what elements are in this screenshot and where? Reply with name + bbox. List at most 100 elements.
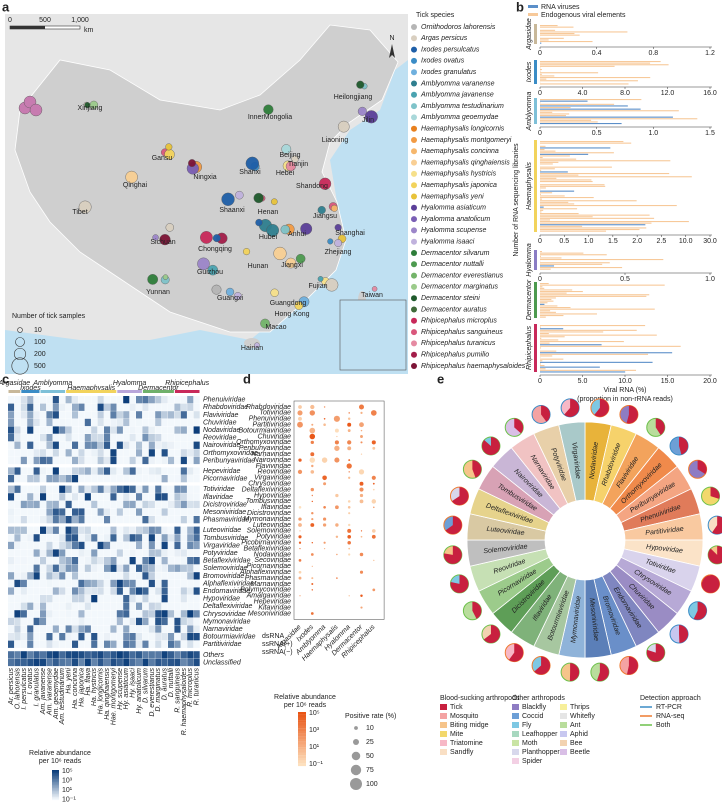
heat-cell — [148, 658, 155, 667]
legend-swatch — [411, 193, 417, 200]
heat-cell — [180, 658, 187, 667]
heat-cell — [155, 587, 162, 595]
province-label: Sichuan — [150, 239, 175, 246]
heat-cell — [129, 564, 136, 572]
heat-cell — [72, 625, 79, 633]
library-bar — [540, 116, 673, 118]
host-pie-slice — [514, 418, 524, 434]
heat-cell — [72, 396, 79, 404]
legend-swatch — [411, 91, 417, 98]
legend-label: Ixodes persulcatus — [421, 46, 480, 53]
heat-cell — [65, 467, 72, 475]
size-legend-circle — [13, 347, 27, 361]
heat-cell — [52, 418, 59, 427]
library-bar — [540, 111, 553, 113]
heat-cell — [84, 426, 91, 434]
heat-cell — [59, 658, 66, 667]
heat-cell — [8, 658, 15, 667]
heat-cell — [72, 526, 79, 534]
colorbar-label: 10⁵ — [62, 768, 73, 775]
heat-cell — [168, 467, 175, 475]
legend-swatch — [440, 740, 447, 746]
legend-label: Ant — [570, 722, 581, 729]
heat-cell — [180, 396, 187, 404]
heat-cell — [91, 426, 98, 434]
host-pie-slice — [712, 516, 722, 535]
heat-cell — [33, 549, 40, 557]
heat-cell — [65, 640, 72, 648]
heat-cell — [110, 456, 117, 465]
dot — [309, 427, 316, 434]
heat-cell — [46, 587, 53, 595]
heat-cell — [136, 467, 143, 475]
scale-label: 500 — [39, 17, 51, 24]
family-label: Virgaviridae — [203, 542, 240, 549]
heat-cell — [84, 602, 91, 610]
library-bar — [540, 72, 599, 74]
genus-label: Hyalomma — [113, 380, 147, 387]
dot — [311, 518, 314, 521]
heat-cell — [78, 434, 85, 442]
heat-cell — [104, 579, 111, 588]
heat-cell — [97, 572, 104, 580]
heat-cell — [14, 541, 21, 550]
heat-cell — [174, 534, 181, 542]
heat-cell — [97, 564, 104, 572]
heat-cell — [104, 658, 111, 667]
heat-cell — [168, 595, 175, 603]
heat-cell — [129, 595, 136, 603]
legend-title: Detection approach — [640, 695, 701, 702]
heat-cell — [84, 557, 91, 565]
legend-label: Haemaphysalis concinna — [421, 148, 499, 155]
heat-cell — [46, 434, 53, 442]
sample-circle — [273, 246, 287, 261]
family-label: Phasmaviridae — [203, 517, 249, 524]
heat-cell — [168, 403, 175, 411]
library-bar — [540, 157, 543, 159]
heat-cell — [46, 403, 53, 411]
group-strip — [534, 250, 537, 270]
heat-cell — [84, 625, 91, 633]
family-label: Partitiviridae — [203, 641, 242, 648]
legend-swatch — [411, 340, 417, 347]
dot — [360, 429, 363, 432]
dot — [297, 469, 303, 475]
host-pie-slice — [483, 625, 500, 644]
heat-cell — [174, 640, 181, 648]
heat-cell — [174, 549, 181, 557]
heat-cell — [193, 534, 200, 542]
heat-cell — [27, 396, 34, 404]
heat-cell — [46, 456, 53, 465]
heat-cell — [97, 493, 104, 501]
heat-cell — [78, 633, 85, 641]
legend-swatch — [411, 227, 417, 234]
heat-cell — [14, 508, 21, 516]
heat-cell — [174, 500, 181, 509]
heat-cell — [168, 411, 175, 419]
heat-cell — [180, 526, 187, 534]
heat-cell — [52, 549, 59, 557]
heat-cell — [148, 617, 155, 626]
heat-cell — [8, 485, 15, 493]
legend-swatch — [560, 704, 567, 710]
heat-cell — [110, 602, 117, 610]
heat-cell — [116, 595, 123, 603]
heat-cell — [104, 475, 111, 483]
colorbar-label: 10³ — [309, 727, 320, 734]
dot — [372, 488, 375, 491]
dot — [297, 421, 303, 428]
heat-cell — [91, 441, 98, 449]
sample-circle — [200, 231, 213, 244]
heat-cell — [33, 485, 40, 493]
dot — [311, 494, 313, 497]
heat-cell — [168, 456, 175, 465]
library-bar — [540, 208, 578, 210]
family-label: Narnaviridae — [251, 451, 291, 458]
heat-cell — [142, 485, 149, 493]
heat-cell — [123, 610, 130, 618]
tick-label: 16.0 — [703, 90, 717, 97]
heat-cell — [52, 456, 59, 465]
column-label: Ha. japonica — [78, 668, 85, 707]
column-label: Am. varanense — [46, 668, 53, 716]
heat-cell — [116, 456, 123, 465]
